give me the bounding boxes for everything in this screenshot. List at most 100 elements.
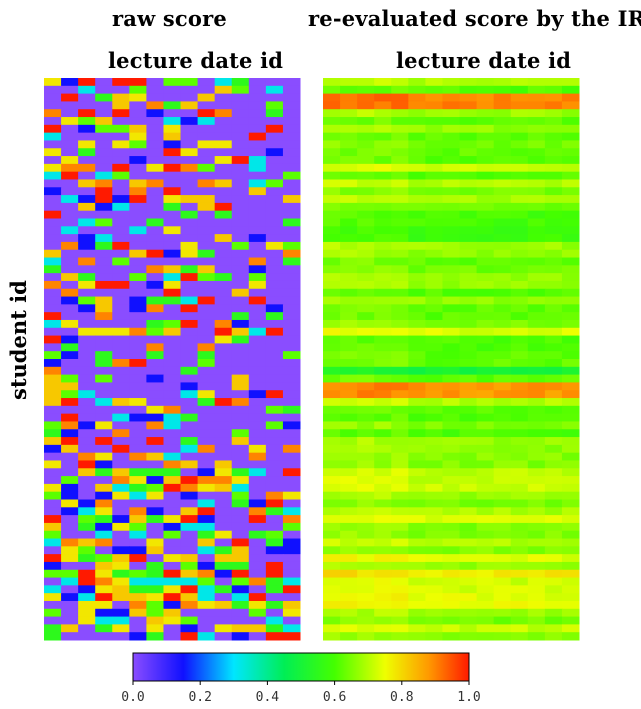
raw-score-cell — [197, 132, 216, 141]
irt-score-cell — [374, 452, 392, 461]
irt-score-cell — [340, 632, 358, 641]
raw-score-cell — [180, 608, 199, 618]
irt-score-cell — [357, 109, 375, 118]
irt-score-cell — [391, 624, 409, 633]
raw-score-cell — [78, 343, 96, 352]
raw-score-cell — [163, 569, 182, 579]
raw-score-cell — [129, 522, 147, 532]
raw-score-cell — [95, 280, 113, 290]
raw-score-cell — [180, 577, 199, 586]
irt-score-cell — [442, 140, 461, 149]
irt-score-cell — [561, 343, 580, 352]
irt-score-cell — [374, 569, 392, 579]
irt-score-cell — [442, 632, 461, 641]
raw-score-cell — [95, 109, 113, 118]
raw-score-cell — [129, 483, 147, 493]
irt-score-cell — [391, 429, 409, 438]
irt-score-cell — [459, 468, 478, 477]
irt-score-cell — [425, 85, 443, 95]
irt-score-cell — [391, 304, 409, 313]
raw-score-cell — [231, 600, 250, 610]
irt-score-cell — [374, 265, 392, 274]
irt-score-cell — [493, 280, 512, 290]
raw-score-cell — [78, 156, 96, 165]
raw-score-cell — [248, 304, 267, 313]
raw-score-cell — [180, 273, 199, 282]
raw-score-cell — [180, 593, 199, 602]
irt-score-cell — [493, 351, 512, 360]
raw-score-cell — [44, 600, 62, 610]
raw-score-cell — [282, 109, 301, 118]
irt-score-cell — [459, 202, 478, 212]
irt-score-cell — [340, 117, 358, 126]
raw-score-cell — [180, 319, 199, 329]
raw-score-cell — [61, 351, 79, 360]
raw-score-cell — [282, 327, 301, 337]
irt-score-cell — [374, 530, 392, 540]
raw-score-cell — [146, 249, 164, 259]
raw-score-cell — [282, 437, 301, 446]
irt-score-cell — [425, 93, 443, 102]
irt-score-cell — [408, 390, 426, 399]
irt-score-cell — [408, 405, 426, 415]
irt-score-cell — [527, 452, 546, 461]
raw-score-cell — [197, 398, 216, 407]
raw-score-cell — [197, 296, 216, 305]
raw-score-cell — [61, 327, 79, 337]
raw-score-cell — [248, 132, 267, 141]
raw-score-cell — [44, 452, 62, 461]
irt-score-cell — [510, 460, 529, 469]
raw-score-cell — [44, 554, 62, 563]
raw-score-cell — [129, 624, 147, 633]
raw-score-cell — [265, 561, 284, 571]
irt-score-cell — [442, 530, 461, 540]
irt-score-cell — [561, 429, 580, 438]
irt-score-cell — [408, 483, 426, 493]
irt-score-cell — [340, 476, 358, 485]
raw-score-cell — [95, 202, 113, 212]
raw-score-cell — [146, 359, 164, 368]
raw-score-cell — [214, 273, 233, 282]
raw-score-cell — [197, 546, 216, 555]
irt-score-cell — [374, 179, 392, 188]
raw-score-cell — [197, 304, 216, 313]
raw-score-cell — [180, 413, 199, 422]
irt-score-cell — [323, 593, 341, 602]
raw-score-cell — [248, 171, 267, 180]
raw-score-cell — [282, 249, 301, 259]
irt-score-cell — [340, 343, 358, 352]
raw-score-cell — [95, 351, 113, 360]
irt-score-cell — [442, 234, 461, 243]
raw-score-cell — [282, 593, 301, 602]
raw-score-cell — [214, 468, 233, 477]
irt-score-cell — [340, 257, 358, 266]
irt-score-cell — [425, 288, 443, 298]
raw-score-cell — [112, 140, 130, 149]
raw-score-cell — [248, 179, 267, 188]
raw-score-cell — [95, 241, 113, 251]
irt-score-cell — [544, 93, 563, 102]
raw-score-cell — [129, 78, 147, 87]
raw-score-cell — [95, 265, 113, 274]
irt-score-cell — [408, 171, 426, 180]
irt-score-cell — [374, 124, 392, 134]
irt-score-cell — [374, 546, 392, 555]
irt-score-cell — [510, 515, 529, 524]
irt-score-cell — [476, 312, 495, 321]
raw-score-cell — [112, 273, 130, 282]
irt-score-cell — [442, 437, 461, 446]
raw-score-cell — [163, 444, 182, 454]
irt-score-cell — [527, 202, 546, 212]
raw-score-cell — [129, 343, 147, 352]
raw-score-cell — [61, 530, 79, 540]
irt-score-cell — [544, 202, 563, 212]
raw-score-cell — [282, 202, 301, 212]
raw-score-cell — [146, 522, 164, 532]
irt-score-cell — [374, 390, 392, 399]
irt-score-cell — [408, 421, 426, 430]
irt-score-cell — [527, 171, 546, 180]
raw-score-cell — [180, 561, 199, 571]
raw-score-cell — [282, 374, 301, 383]
irt-score-cell — [527, 327, 546, 337]
irt-score-cell — [493, 600, 512, 610]
